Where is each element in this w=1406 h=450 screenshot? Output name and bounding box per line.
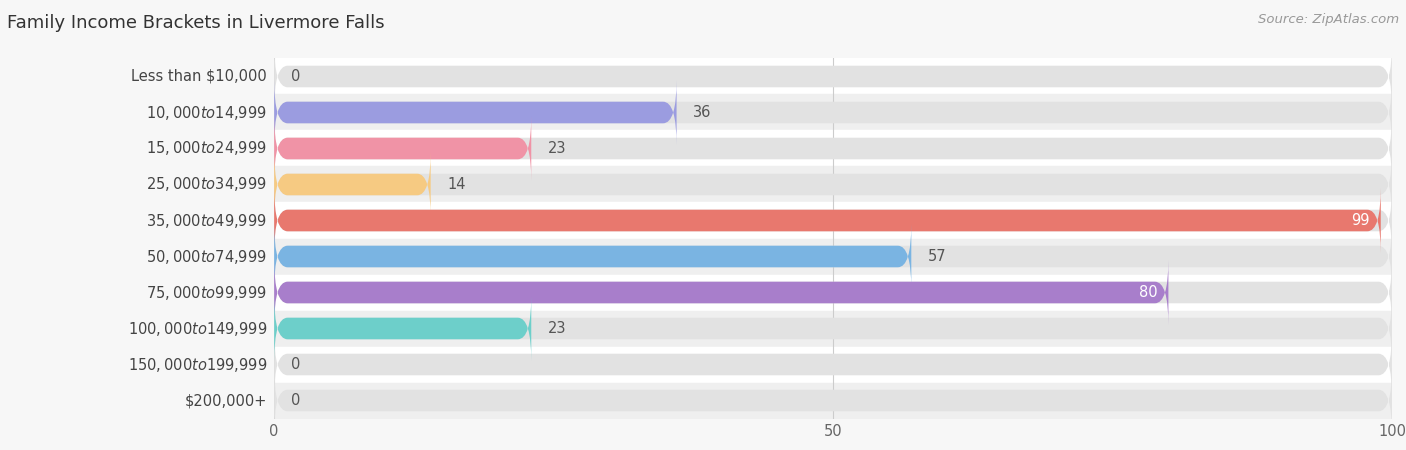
Text: 0: 0	[291, 69, 301, 84]
FancyBboxPatch shape	[274, 224, 1392, 289]
Text: 36: 36	[693, 105, 711, 120]
FancyBboxPatch shape	[274, 188, 1381, 253]
FancyBboxPatch shape	[274, 116, 531, 181]
FancyBboxPatch shape	[274, 80, 676, 145]
Bar	[274, 58, 1392, 94]
FancyBboxPatch shape	[274, 368, 1392, 433]
Text: Family Income Brackets in Livermore Falls: Family Income Brackets in Livermore Fall…	[7, 14, 385, 32]
Bar	[274, 94, 1392, 130]
Bar	[274, 274, 1392, 310]
Text: 0: 0	[291, 393, 301, 408]
FancyBboxPatch shape	[274, 188, 1392, 253]
Text: $50,000 to $74,999: $50,000 to $74,999	[146, 248, 267, 266]
Text: $35,000 to $49,999: $35,000 to $49,999	[146, 212, 267, 230]
Text: 14: 14	[447, 177, 465, 192]
Text: Source: ZipAtlas.com: Source: ZipAtlas.com	[1258, 14, 1399, 27]
FancyBboxPatch shape	[274, 224, 911, 289]
FancyBboxPatch shape	[274, 260, 1392, 325]
FancyBboxPatch shape	[274, 296, 1392, 361]
FancyBboxPatch shape	[274, 260, 1168, 325]
Text: $15,000 to $24,999: $15,000 to $24,999	[146, 140, 267, 158]
Bar	[274, 382, 1392, 418]
FancyBboxPatch shape	[274, 332, 1392, 397]
Bar	[274, 238, 1392, 274]
Bar	[274, 130, 1392, 166]
Text: 57: 57	[928, 249, 946, 264]
Text: $100,000 to $149,999: $100,000 to $149,999	[128, 320, 267, 338]
Text: 99: 99	[1351, 213, 1369, 228]
Bar	[274, 202, 1392, 238]
Text: $200,000+: $200,000+	[184, 393, 267, 408]
FancyBboxPatch shape	[274, 152, 430, 217]
Bar	[274, 346, 1392, 382]
Text: 23: 23	[548, 321, 567, 336]
Text: $10,000 to $14,999: $10,000 to $14,999	[146, 104, 267, 122]
Text: 80: 80	[1139, 285, 1157, 300]
Bar	[274, 166, 1392, 202]
Text: Less than $10,000: Less than $10,000	[131, 69, 267, 84]
FancyBboxPatch shape	[274, 44, 1392, 109]
FancyBboxPatch shape	[274, 296, 531, 361]
FancyBboxPatch shape	[274, 152, 1392, 217]
Bar	[274, 310, 1392, 346]
Text: $150,000 to $199,999: $150,000 to $199,999	[128, 356, 267, 373]
Text: $25,000 to $34,999: $25,000 to $34,999	[146, 176, 267, 194]
Text: $75,000 to $99,999: $75,000 to $99,999	[146, 284, 267, 302]
Text: 0: 0	[291, 357, 301, 372]
FancyBboxPatch shape	[274, 80, 1392, 145]
FancyBboxPatch shape	[274, 116, 1392, 181]
Text: 23: 23	[548, 141, 567, 156]
